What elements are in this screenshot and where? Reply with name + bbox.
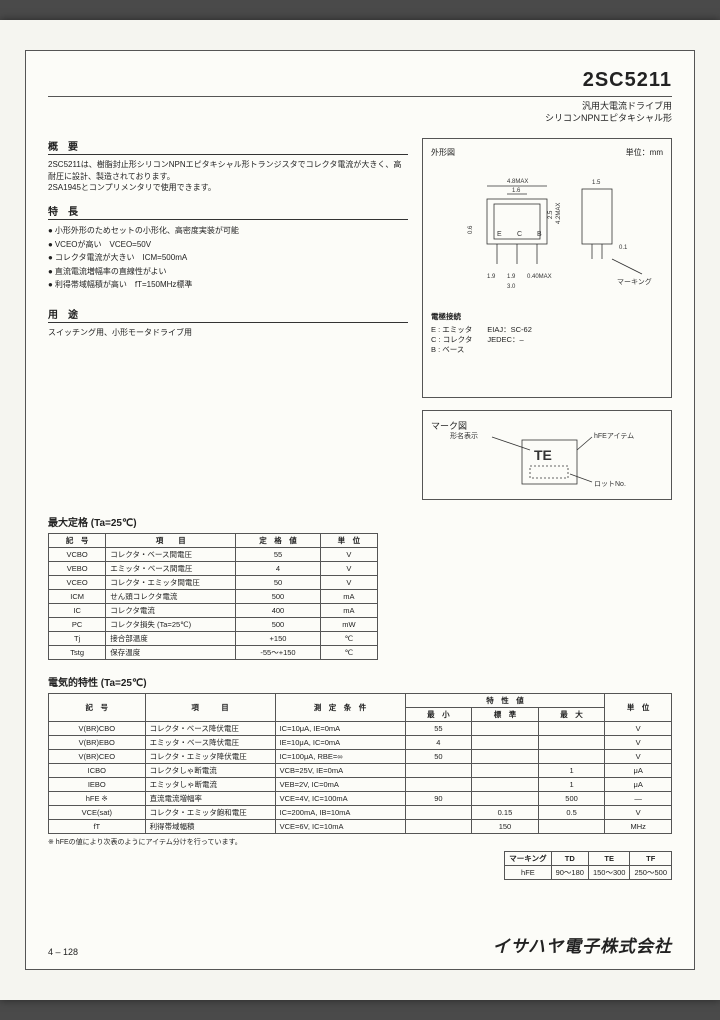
table-row: hFE ※直流電流増幅率VCE=4V, IC=100mA90500—	[49, 792, 672, 806]
table-row: hFE90～180150～300250～500	[505, 866, 672, 880]
hfe-rank-table: マーキングTDTETF hFE90～180150～300250～500	[504, 851, 672, 880]
table-row: ICMせん頭コレクタ電流500mA	[49, 590, 378, 604]
svg-text:1.5: 1.5	[592, 180, 601, 186]
table-row: Tstg保存温度-55～+150℃	[49, 646, 378, 660]
feature-item: VCEOが高い VCEO=50V	[48, 238, 408, 252]
table-row: V(BR)EBOエミッタ・ベース降伏電圧IE=10μA, IC=0mA4V	[49, 736, 672, 750]
part-number: 2SC5211	[48, 69, 672, 97]
table-row: VEBOエミッタ・ベース間電圧4V	[49, 562, 378, 576]
svg-text:1.9: 1.9	[487, 274, 496, 280]
svg-text:E: E	[497, 231, 502, 238]
table-row: ICBOコレクタしゃ断電流VCB=25V, IE=0mA1μA	[49, 764, 672, 778]
summary-heading: 概 要	[48, 138, 408, 155]
table-row: Tj接合部温度+150℃	[49, 632, 378, 646]
feature-item: コレクタ電流が大きい ICM=500mA	[48, 251, 408, 265]
table-row: fT利得帯域幅積VCE=6V, IC=10mA150MHz	[49, 820, 672, 834]
package-drawing: E C B 4.8MAX 1.6 1.5 4.2MAX 2.5 0.6 1.9 …	[431, 164, 663, 304]
svg-text:0.40MAX: 0.40MAX	[527, 274, 552, 280]
subtitle-line2: シリコンNPNエピタキシャル形	[545, 113, 672, 123]
table-row: V(BR)CBOコレクタ・ベース降伏電圧IC=10μA, IE=0mA55V	[49, 722, 672, 736]
application-heading: 用 途	[48, 306, 408, 323]
mark-box: マーク図 TE 形名表示 hFEアイテム ロットNo.	[422, 410, 672, 500]
feature-item: 直流電流増幅率の直線性がよい	[48, 265, 408, 279]
upper-columns: 概 要 2SC5211は、樹脂封止形シリコンNPNエピタキシャル形トランジスタで…	[48, 138, 672, 500]
feature-item: 小形外形のためセットの小形化、高密度実装が可能	[48, 224, 408, 238]
svg-text:C: C	[517, 231, 522, 238]
svg-text:1.6: 1.6	[512, 188, 521, 194]
svg-text:4.2MAX: 4.2MAX	[556, 203, 562, 224]
svg-text:B: B	[537, 231, 542, 238]
elec-heading: 電気的特性 (Ta=25℃)	[48, 674, 672, 689]
mark-heading: マーク図	[431, 419, 663, 432]
svg-text:マーキング: マーキング	[617, 277, 652, 286]
outline-box: 外形図 単位：mm E C B 4.8MAX 1.6	[422, 138, 672, 398]
left-column: 概 要 2SC5211は、樹脂封止形シリコンNPNエピタキシャル形トランジスタで…	[48, 138, 408, 500]
page-number: 4 – 128	[48, 947, 78, 957]
abs-max-heading: 最大定格 (Ta=25℃)	[48, 514, 672, 529]
abs-max-table: 記 号 項 目 定 格 値 単 位 VCBOコレクタ・ベース間電圧55V VEB…	[48, 533, 378, 660]
features-list: 小形外形のためセットの小形化、高密度実装が可能 VCEOが高い VCEO=50V…	[48, 224, 408, 292]
right-column: 外形図 単位：mm E C B 4.8MAX 1.6	[422, 138, 672, 500]
mark-drawing: TE 形名表示 hFEアイテム ロットNo.	[431, 432, 663, 492]
elec-table: 記 号 項 目 測 定 条 件 特 性 値 単 位 最 小 標 準 最 大 V(…	[48, 693, 672, 834]
svg-text:形名表示: 形名表示	[450, 432, 478, 440]
svg-text:hFEアイテム: hFEアイテム	[594, 432, 634, 440]
table-row: PCコレクタ損失 (Ta=25℃)500mW	[49, 618, 378, 632]
summary-text: 2SC5211は、樹脂封止形シリコンNPNエピタキシャル形トランジスタでコレクタ…	[48, 159, 408, 193]
outline-unit: 単位：mm	[626, 147, 663, 158]
svg-text:4.8MAX: 4.8MAX	[507, 179, 528, 185]
table-row: VCEOコレクタ・エミッタ間電圧50V	[49, 576, 378, 590]
subtitle-line1: 汎用大電流ドライブ用	[582, 101, 672, 111]
subtitle: 汎用大電流ドライブ用 シリコンNPNエピタキシャル形	[48, 101, 672, 124]
svg-text:ロットNo.: ロットNo.	[594, 481, 626, 488]
table-row: VCE(sat)コレクタ・エミッタ飽和電圧IC=200mA, IB=10mA0.…	[49, 806, 672, 820]
svg-text:3.0: 3.0	[507, 284, 516, 290]
svg-text:0.1: 0.1	[619, 245, 628, 251]
company-name: イサハヤ電子株式会社	[493, 932, 672, 957]
datasheet: 2SC5211 汎用大電流ドライブ用 シリコンNPNエピタキシャル形 概 要 2…	[25, 50, 695, 970]
elec-note: ※ hFEの値により次表のようにアイテム分けを行っています。	[48, 837, 672, 847]
table-row: VCBOコレクタ・ベース間電圧55V	[49, 548, 378, 562]
page-wrapper: 2SC5211 汎用大電流ドライブ用 シリコンNPNエピタキシャル形 概 要 2…	[0, 20, 720, 1000]
table-row: ICコレクタ電流400mA	[49, 604, 378, 618]
outline-heading: 外形図	[431, 147, 455, 158]
features-heading: 特 長	[48, 203, 408, 220]
footer: 4 – 128 イサハヤ電子株式会社	[48, 932, 672, 957]
svg-text:0.6: 0.6	[468, 225, 474, 234]
pin-table: 電極接続 E : エミッタ EIAJ：SC-62 C : コレクタ JEDEC：…	[431, 312, 663, 354]
svg-text:TE: TE	[534, 447, 552, 463]
svg-text:2.5: 2.5	[548, 210, 554, 219]
table-row: IEBOエミッタしゃ断電流VEB=2V, IC=0mA1μA	[49, 778, 672, 792]
feature-item: 利得帯域幅積が高い fT=150MHz標準	[48, 278, 408, 292]
svg-text:1.9: 1.9	[507, 274, 516, 280]
application-text: スイッチング用、小形モータドライブ用	[48, 327, 408, 338]
table-row: V(BR)CEOコレクタ・エミッタ降伏電圧IC=100μA, RBE=∞50V	[49, 750, 672, 764]
